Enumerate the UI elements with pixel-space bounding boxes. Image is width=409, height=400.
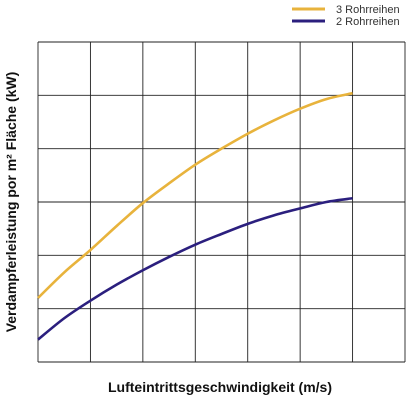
y-axis-label: Verdampferleistung por m² Fläche (kW)	[3, 72, 19, 333]
series-lines	[37, 91, 353, 341]
legend-label-3-rohrreihen: 3 Rohrreihen	[336, 4, 400, 16]
series-line-3-rohrreihen	[37, 91, 353, 299]
x-axis-label: Lufteintrittsgeschwindigkeit (m/s)	[108, 379, 332, 395]
grid	[37, 41, 406, 363]
series-line-2-rohrreihen	[37, 196, 353, 341]
legend: 3 Rohrreihen 2 Rohrreihen	[292, 4, 400, 28]
legend-label-2-rohrreihen: 2 Rohrreihen	[336, 16, 400, 28]
